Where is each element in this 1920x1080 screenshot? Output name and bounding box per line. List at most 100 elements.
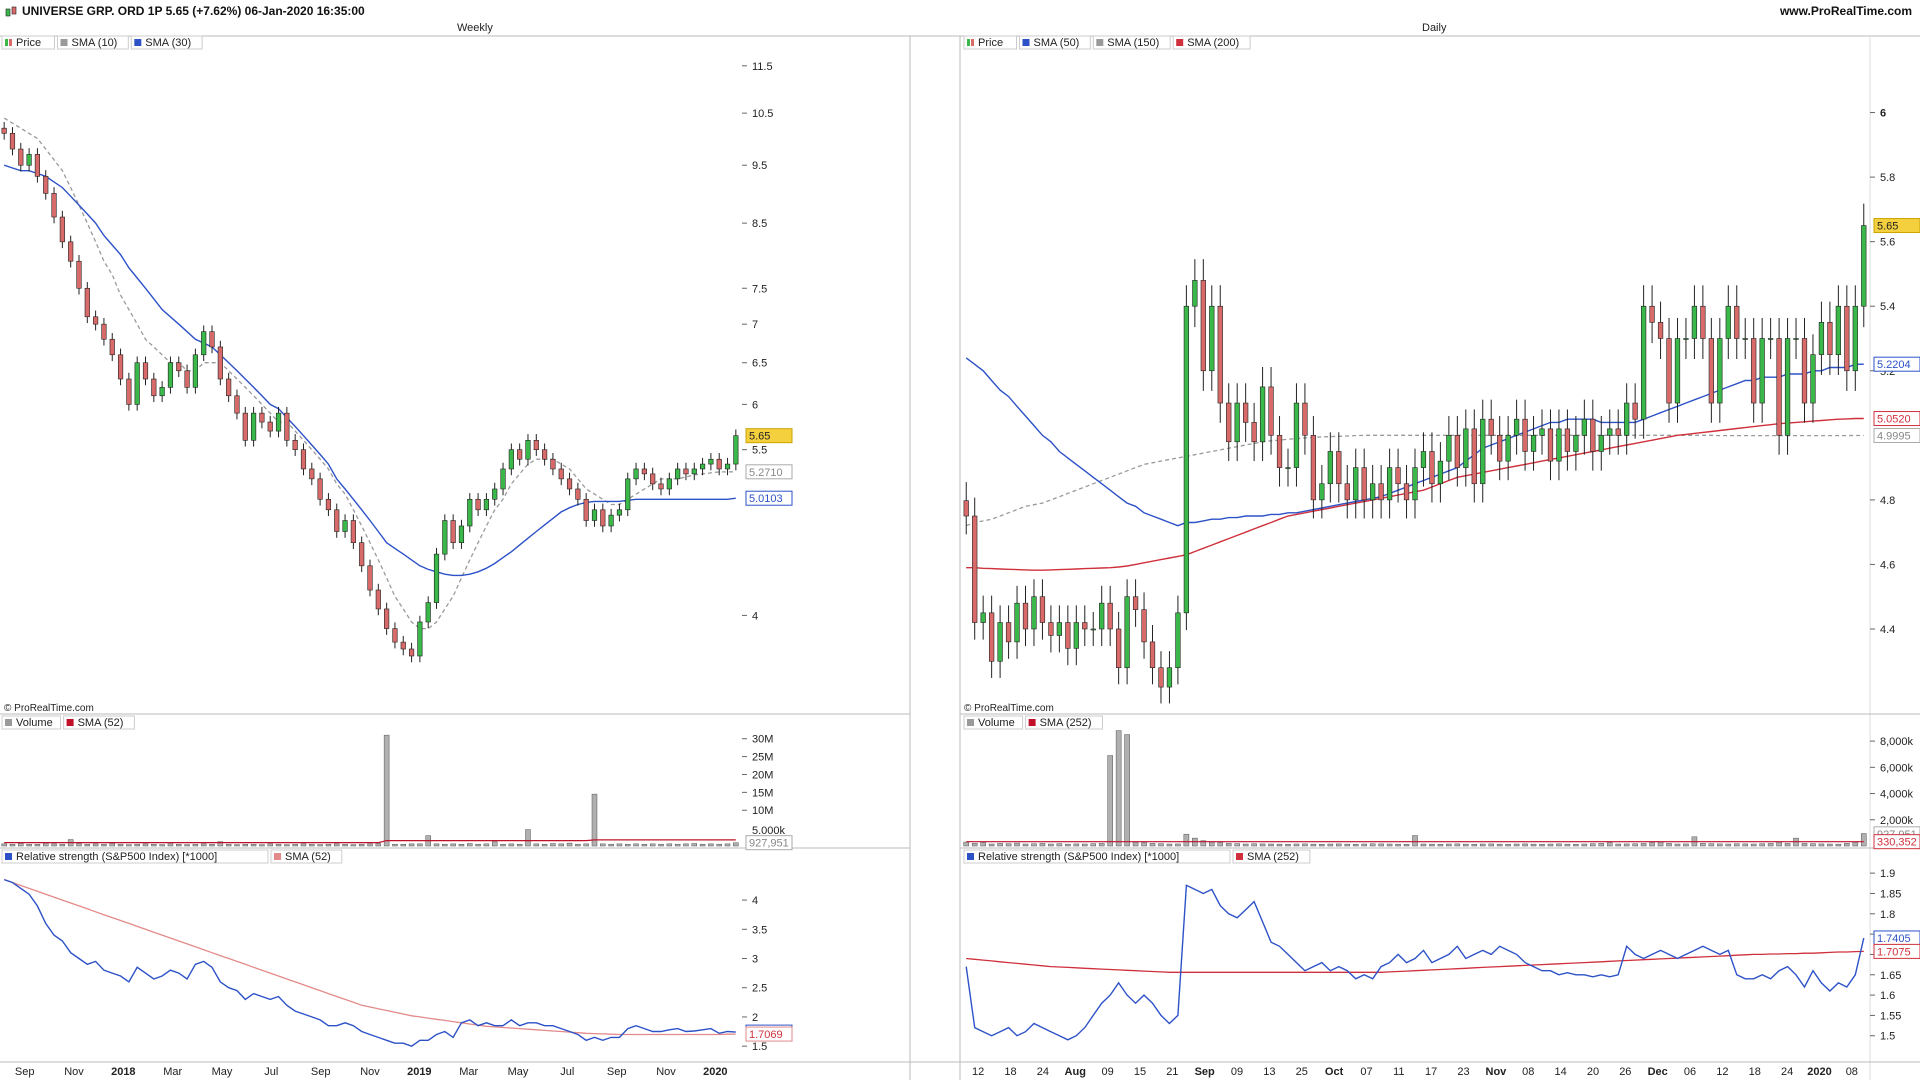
copyright-daily: © ProRealTime.com	[964, 703, 1054, 714]
ytick-daily-2: 5.6	[1880, 237, 1895, 249]
candle-daily-25	[1175, 612, 1181, 669]
candle-weekly-70	[583, 498, 589, 521]
volume-bar-daily-volume-90	[1725, 843, 1732, 847]
candle-daily-39	[1293, 402, 1300, 468]
xtick-daily-rs-26: 2020	[1807, 1066, 1831, 1078]
volume-bar-daily-volume-87	[1700, 843, 1706, 847]
volume-bar-daily-volume-40	[1302, 843, 1308, 847]
xtick-weekly-rs-3: Mar	[163, 1066, 182, 1078]
candle-weekly-38	[317, 478, 323, 500]
candle-weekly-55	[458, 525, 465, 543]
candle-weekly-35	[292, 440, 298, 450]
candle-weekly-18	[151, 378, 157, 397]
candle-daily-44	[1336, 451, 1342, 485]
xtick-daily-rs-20: 26	[1619, 1066, 1631, 1078]
volume-bar-weekly-volume-83	[691, 843, 698, 847]
candle-daily-76	[1607, 428, 1613, 436]
legend-daily-0-swatch-up	[967, 39, 970, 46]
volume-bar-daily-volume-52	[1403, 844, 1410, 847]
legend-daily-rs-0-label: Relative strength (S&P500 Index) [*1000]	[978, 851, 1179, 863]
volume-bar-weekly-volume-35	[292, 843, 298, 847]
volume-bar-daily-volume-60	[1471, 844, 1478, 847]
legend-daily-1-label: SMA (50)	[1034, 37, 1080, 49]
candle-weekly-62	[517, 449, 523, 460]
ytick-weekly-rs-1: 3.5	[752, 924, 767, 936]
candle-daily-2	[980, 612, 986, 623]
candle-weekly-36	[300, 449, 307, 470]
volume-bar-weekly-volume-78	[649, 843, 656, 847]
title-bar: UNIVERSE GRP. ORD 1P 5.65 (+7.62%) 06-Ja…	[0, 0, 1920, 22]
candle-daily-66	[1522, 418, 1528, 452]
xtick-weekly-rs-2: 2018	[111, 1066, 135, 1078]
volume-bar-daily-volume-28	[1200, 840, 1207, 847]
xtick-daily-rs-12: 07	[1360, 1066, 1372, 1078]
volume-bar-weekly-volume-82	[683, 843, 689, 847]
site-link[interactable]: www.ProRealTime.com	[1779, 4, 1912, 18]
volume-bar-daily-volume-66	[1522, 843, 1528, 847]
volume-bar-daily-volume-55	[1429, 843, 1435, 847]
candle-daily-88	[1708, 338, 1714, 404]
ytick-weekly-8: 5.5	[752, 445, 767, 457]
candle-daily-49	[1378, 483, 1384, 501]
ytick-daily-1: 5.8	[1880, 172, 1895, 184]
volume-bar-daily-volume-30	[1217, 842, 1224, 847]
legend-weekly-volume-1-swatch	[66, 719, 74, 726]
legend-weekly-2-label: SMA (30)	[145, 37, 191, 49]
volume-bar-weekly-volume-56	[467, 843, 473, 847]
volume-bar-daily-volume-21	[1141, 842, 1147, 847]
candle-daily-38	[1285, 467, 1291, 469]
candle-weekly-54	[450, 520, 456, 543]
candle-daily-8	[1031, 596, 1037, 630]
ytick-daily-3: 5.4	[1880, 301, 1895, 313]
weekly-title: Weekly	[457, 22, 493, 34]
candle-weekly-56	[467, 498, 473, 527]
candle-weekly-1	[9, 133, 16, 150]
candle-weekly-34	[284, 412, 290, 441]
volume-bar-weekly-volume-86	[716, 843, 722, 847]
candle-daily-51	[1395, 467, 1401, 485]
volume-bar-daily-volume-69	[1547, 843, 1554, 847]
legend-weekly-volume-1-box	[63, 715, 135, 730]
volume-bar-weekly-volume-1	[9, 843, 16, 847]
candle-weekly-82	[683, 468, 689, 475]
ytick-weekly-rs-3: 2.5	[752, 983, 767, 995]
candle-daily-61	[1480, 418, 1486, 485]
volume-bar-weekly-volume-67	[558, 843, 564, 847]
ytick-weekly-rs-4: 2	[752, 1012, 758, 1024]
volume-bar-daily-volume-33	[1242, 843, 1249, 847]
legend-daily-volume-1-swatch	[1028, 719, 1036, 726]
candle-weekly-87	[724, 463, 731, 470]
volume-bar-weekly-volume-36	[300, 843, 307, 847]
xtick-daily-rs-4: 09	[1101, 1066, 1113, 1078]
candle-daily-86	[1691, 305, 1698, 339]
volume-bar-weekly-volume-42	[350, 844, 357, 847]
last-label-box-daily-3	[1873, 427, 1920, 443]
volume-bar-daily-volume-18	[1115, 730, 1122, 847]
legend-daily-2-label: SMA (150)	[1107, 37, 1159, 49]
candle-daily-85	[1683, 338, 1689, 340]
volume-bar-weekly-volume-64	[533, 843, 540, 847]
volume-bar-daily-volume-37	[1276, 843, 1283, 847]
legend-daily-3-swatch	[1176, 39, 1184, 46]
candle-weekly-24	[201, 331, 207, 356]
legend-weekly-rs-1-box	[270, 849, 343, 864]
candle-weekly-6	[51, 193, 57, 218]
candle-daily-15	[1090, 628, 1096, 631]
volume-bar-daily-volume-64	[1505, 844, 1511, 847]
candle-daily-93	[1751, 338, 1757, 404]
candle-weekly-75	[625, 478, 631, 511]
volume-bar-weekly-volume-28	[234, 844, 240, 847]
candle-weekly-15	[126, 378, 132, 405]
last-label-box-daily-2	[1873, 411, 1920, 427]
legend-weekly-1-swatch	[60, 39, 68, 46]
candle-daily-32	[1234, 402, 1240, 443]
rs-sma-weekly-rs	[3, 878, 736, 1036]
volume-bar-weekly-volume-29	[242, 843, 249, 847]
volume-bar-weekly-volume-88	[733, 842, 739, 847]
volume-bar-daily-volume-48	[1369, 843, 1376, 847]
volume-bar-weekly-volume-34	[284, 844, 290, 847]
volume-bar-weekly-volume-79	[658, 843, 664, 847]
volume-bar-weekly-volume-32	[267, 843, 273, 847]
ytick-weekly-4: 7.5	[752, 283, 767, 295]
